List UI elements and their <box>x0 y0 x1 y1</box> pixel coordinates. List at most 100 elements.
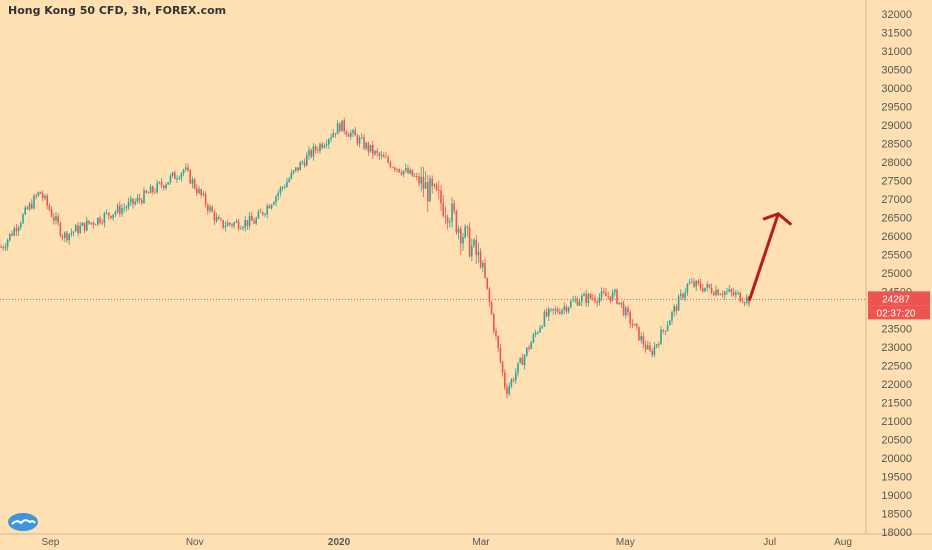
candle-body <box>123 207 125 209</box>
y-tick-label: 21500 <box>881 398 912 410</box>
candle-body <box>677 296 680 311</box>
candle-body <box>523 355 526 366</box>
y-tick-label: 26000 <box>881 231 912 243</box>
candle-body <box>13 228 15 236</box>
candle-body <box>20 223 22 228</box>
candle-body <box>528 347 530 349</box>
candle-body <box>68 233 70 241</box>
candle-body <box>308 150 310 156</box>
candle-body <box>22 214 24 224</box>
candle-body <box>365 143 367 149</box>
y-tick-label: 29000 <box>881 120 912 132</box>
candle-body <box>341 120 343 132</box>
candle-body <box>539 327 541 333</box>
candle-body <box>746 296 748 303</box>
candle-body <box>422 176 425 189</box>
candle-body <box>0 247 2 248</box>
x-tick-label: Aug <box>834 537 852 548</box>
candle-body <box>737 292 739 294</box>
y-tick-label: 22500 <box>881 361 912 373</box>
candle-body <box>141 199 143 204</box>
candle-body <box>550 308 552 310</box>
candle-body <box>286 181 288 188</box>
candle-body <box>585 293 587 303</box>
candle-body <box>343 120 345 132</box>
candle-body <box>354 130 356 136</box>
candle-body <box>644 344 647 350</box>
candle-body <box>506 387 508 395</box>
candle-body <box>108 212 110 216</box>
candle-body <box>697 280 700 284</box>
candle-body <box>312 146 315 157</box>
candle-body <box>66 232 68 241</box>
candle-body <box>352 130 354 133</box>
candle-body <box>501 361 504 373</box>
candle-body <box>6 239 9 248</box>
candle-body <box>647 345 649 350</box>
candle-body <box>581 295 583 302</box>
candle-body <box>669 320 671 326</box>
candle-body <box>457 228 460 233</box>
candle-body <box>196 188 198 194</box>
candle-body <box>200 189 202 195</box>
candle-body <box>70 232 73 234</box>
candle-body <box>127 201 130 208</box>
candle-body <box>596 301 598 303</box>
candle-body <box>138 197 141 200</box>
candle-body <box>310 150 312 157</box>
candle-body <box>86 220 88 231</box>
candle-body <box>209 206 211 211</box>
candle-body <box>671 312 673 321</box>
candle-body <box>609 296 612 301</box>
candle-body <box>345 131 348 135</box>
y-tick-label: 18500 <box>881 509 912 521</box>
candle-body <box>686 284 689 293</box>
candle-body <box>136 197 139 202</box>
candle-body <box>299 162 301 171</box>
candle-body <box>603 291 605 293</box>
candle-body <box>710 287 713 293</box>
y-tick-label: 25000 <box>881 268 912 280</box>
candle-body <box>321 143 323 148</box>
candle-body <box>418 176 420 184</box>
candle-body <box>658 344 660 346</box>
candle-body <box>125 207 128 209</box>
y-tick-label: 32000 <box>881 9 912 21</box>
candle-body <box>15 228 18 232</box>
y-tick-label: 21000 <box>881 416 912 428</box>
candle-body <box>693 281 695 287</box>
candle-body <box>627 307 629 313</box>
tradingview-cloud-icon[interactable] <box>6 510 40 532</box>
candle-body <box>512 379 515 381</box>
candle-body <box>119 205 121 214</box>
candle-body <box>374 150 376 155</box>
candle-body <box>462 237 464 244</box>
candle-body <box>367 143 370 152</box>
candle-body <box>653 346 656 356</box>
candle-body <box>622 303 625 316</box>
candle-body <box>81 222 84 226</box>
candle-body <box>262 212 264 215</box>
candle-body <box>497 335 499 348</box>
candle-body <box>721 294 724 296</box>
candle-body <box>429 178 431 202</box>
candle-body <box>121 208 123 214</box>
candle-body <box>339 123 341 132</box>
candle-body <box>242 227 244 229</box>
candle-body <box>169 175 172 183</box>
candle-body <box>682 293 684 298</box>
candle-body <box>592 298 594 300</box>
candle-body <box>735 292 737 295</box>
candle-body <box>235 221 238 223</box>
candle-body <box>75 225 77 232</box>
candle-body <box>449 221 451 223</box>
candle-body <box>642 335 645 345</box>
candle-body <box>411 169 414 177</box>
candle-body <box>545 311 548 317</box>
candle-body <box>435 184 438 190</box>
y-tick-label: 30500 <box>881 65 912 77</box>
candle-body <box>477 251 480 256</box>
candle-body <box>576 299 579 306</box>
candle-body <box>143 190 145 204</box>
